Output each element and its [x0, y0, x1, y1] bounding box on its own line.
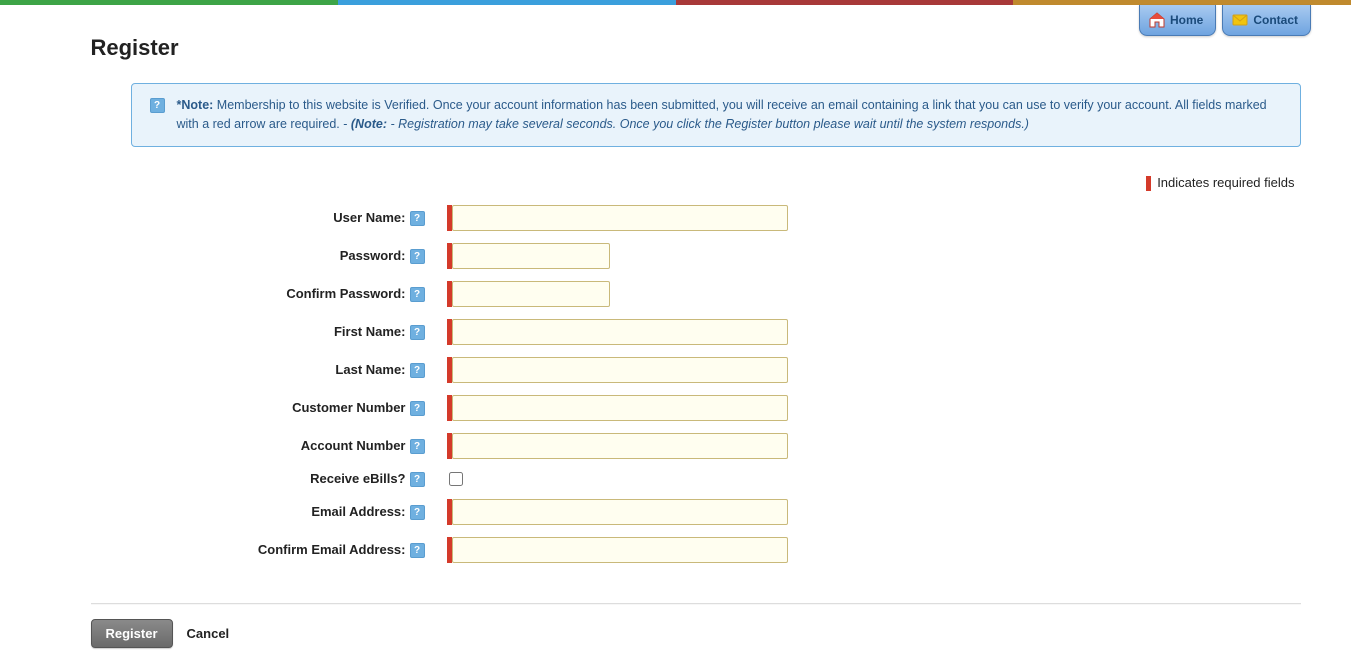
- row-email: Email Address:?: [131, 499, 1301, 525]
- label-first-name: First Name:?: [131, 324, 431, 340]
- row-account-number: Account Number?: [131, 433, 1301, 459]
- home-icon: [1148, 11, 1166, 29]
- note-box: ? *Note: Membership to this website is V…: [131, 83, 1301, 147]
- row-first-name: First Name:?: [131, 319, 1301, 345]
- help-icon[interactable]: ?: [410, 325, 425, 340]
- register-form: User Name:? Password:? Confirm Password:…: [131, 205, 1301, 563]
- account-number-input[interactable]: [452, 433, 788, 459]
- button-row: Register Cancel: [91, 619, 1301, 648]
- username-input[interactable]: [452, 205, 788, 231]
- help-icon[interactable]: ?: [410, 439, 425, 454]
- row-username: User Name:?: [131, 205, 1301, 231]
- row-last-name: Last Name:?: [131, 357, 1301, 383]
- row-customer-number: Customer Number?: [131, 395, 1301, 421]
- required-indicator: [447, 281, 452, 307]
- contact-button-label: Contact: [1253, 13, 1298, 27]
- confirm-email-input[interactable]: [452, 537, 788, 563]
- home-button-label: Home: [1170, 13, 1203, 27]
- row-password: Password:?: [131, 243, 1301, 269]
- cancel-button[interactable]: Cancel: [187, 626, 230, 641]
- required-indicator: [447, 243, 452, 269]
- label-customer-number: Customer Number?: [131, 400, 431, 416]
- last-name-input[interactable]: [452, 357, 788, 383]
- row-confirm-password: Confirm Password:?: [131, 281, 1301, 307]
- row-receive-ebills: Receive eBills??: [131, 471, 1301, 487]
- required-indicator: [447, 357, 452, 383]
- label-receive-ebills: Receive eBills??: [131, 471, 431, 487]
- required-indicator: [447, 537, 452, 563]
- help-icon[interactable]: ?: [410, 472, 425, 487]
- confirm-password-input[interactable]: [452, 281, 610, 307]
- label-password: Password:?: [131, 248, 431, 264]
- help-icon[interactable]: ?: [410, 249, 425, 264]
- required-legend: Indicates required fields: [91, 175, 1295, 191]
- row-confirm-email: Confirm Email Address:?: [131, 537, 1301, 563]
- help-icon[interactable]: ?: [410, 505, 425, 520]
- required-legend-text: Indicates required fields: [1157, 175, 1294, 190]
- required-indicator: [447, 433, 452, 459]
- label-last-name: Last Name:?: [131, 362, 431, 378]
- note-text: *Note: Membership to this website is Ver…: [177, 96, 1286, 134]
- email-input[interactable]: [452, 499, 788, 525]
- customer-number-input[interactable]: [452, 395, 788, 421]
- contact-button[interactable]: Contact: [1222, 5, 1311, 36]
- stripe-blue: [338, 0, 676, 5]
- note-italic-prefix: (Note:: [351, 117, 387, 131]
- nav-buttons: Home Contact: [1139, 5, 1311, 36]
- first-name-input[interactable]: [452, 319, 788, 345]
- note-italic-body: - Registration may take several seconds.…: [387, 117, 1029, 131]
- help-icon[interactable]: ?: [410, 543, 425, 558]
- stripe-red: [676, 0, 1014, 5]
- label-email: Email Address:?: [131, 504, 431, 520]
- label-account-number: Account Number?: [131, 438, 431, 454]
- register-button[interactable]: Register: [91, 619, 173, 648]
- required-indicator: [447, 395, 452, 421]
- info-icon: ?: [150, 98, 165, 113]
- mail-icon: [1231, 11, 1249, 29]
- help-icon[interactable]: ?: [410, 363, 425, 378]
- separator: [91, 603, 1301, 605]
- label-username: User Name:?: [131, 210, 431, 226]
- required-indicator: [447, 205, 452, 231]
- required-bar-icon: [1146, 176, 1151, 191]
- password-input[interactable]: [452, 243, 610, 269]
- label-confirm-password: Confirm Password:?: [131, 286, 431, 302]
- stripe-green: [0, 0, 338, 5]
- home-button[interactable]: Home: [1139, 5, 1216, 36]
- required-indicator: [447, 499, 452, 525]
- receive-ebills-checkbox[interactable]: [449, 472, 463, 486]
- note-prefix: *Note:: [177, 98, 214, 112]
- help-icon[interactable]: ?: [410, 287, 425, 302]
- page-title: Register: [91, 35, 1301, 61]
- help-icon[interactable]: ?: [410, 211, 425, 226]
- label-confirm-email: Confirm Email Address:?: [131, 542, 431, 558]
- help-icon[interactable]: ?: [410, 401, 425, 416]
- required-indicator: [447, 319, 452, 345]
